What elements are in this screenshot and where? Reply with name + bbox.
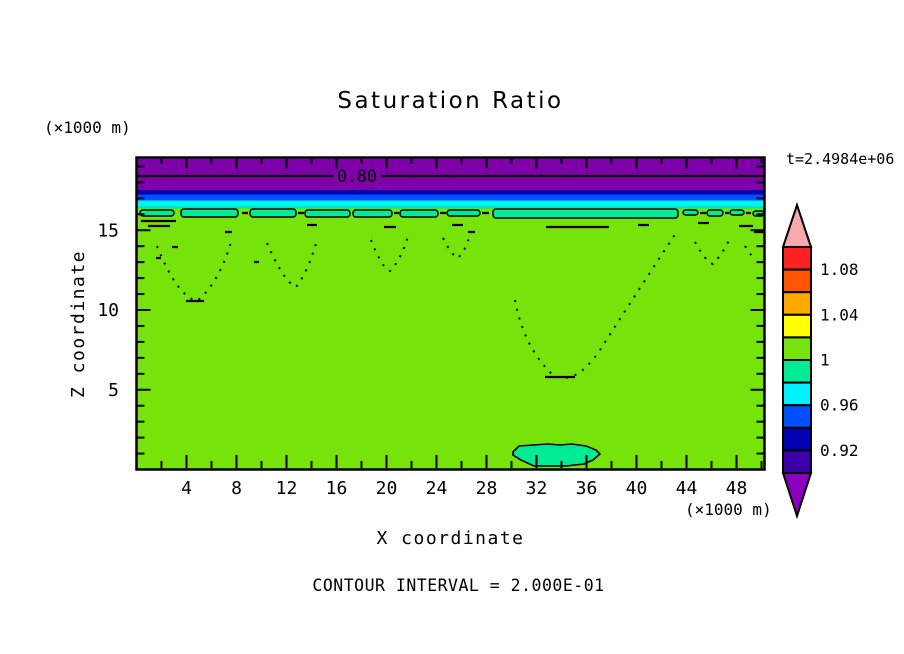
z-unit-label: (×1000 m) [44,118,131,137]
saturation-lens [352,209,393,218]
x-tick-label: 48 [726,478,748,499]
dotted-v-1 [156,241,232,303]
x-tick-label: 16 [326,478,348,499]
contour-label-080: 0.80 [337,167,377,186]
band-spring-green [137,206,764,209]
colorbar-cell [782,246,812,271]
colorbar-tick-label: 1.08 [820,260,859,279]
z-tick-label: 5 [108,380,119,401]
saturation-lens [706,209,724,217]
dotted-v-5 [694,237,731,266]
dotted-v-3 [370,235,409,273]
dotted-contours [156,232,758,379]
band-cyan [137,200,764,207]
saturation-lens [399,209,439,218]
contour-080: 0.80 [137,167,764,186]
saturation-lens [729,209,745,216]
band-below-range [137,158,764,190]
x-tick-label: 12 [276,478,298,499]
dotted-u-main [514,232,677,379]
x-tick-label: 8 [231,478,242,499]
contour-dashes [141,211,764,379]
saturation-lens [180,208,239,218]
plot-frame [135,156,766,471]
x-axis-title: X coordinate [376,528,525,549]
saturation-lenses [139,208,765,219]
saturation-lens [139,209,175,217]
x-tick-label: 24 [426,478,448,499]
colorbar-cell [782,336,812,361]
time-label: t=2.4984e+06 [786,150,895,168]
colorbar-cell [782,381,812,407]
colorbar-tick-label: 0.96 [820,396,859,415]
x-tick-label: 40 [626,478,648,499]
colorbar-cell [782,449,812,474]
colorbar-cell [782,291,812,316]
chart-title: Saturation Ratio [337,88,564,114]
x-unit-label: (×1000 m) [685,500,772,519]
colorbar-tick-label: 1 [820,351,830,370]
x-tick-label: 36 [576,478,598,499]
band-navy [137,190,764,195]
x-tick-label: 44 [676,478,698,499]
colorbar-cell [782,268,812,294]
saturation-lens [304,209,351,218]
colorbar-arrow-down [781,472,813,520]
stratigraphy-bands [137,158,764,209]
saturation-lens [492,208,679,219]
dotted-v-4 [442,233,471,260]
x-tick-label: 20 [376,478,398,499]
saturation-lens [682,209,699,216]
colorbar: 1.08 1.04 1 0.96 0.92 [781,201,859,520]
x-tick-label: 4 [181,478,192,499]
colorbar-tick-label: 0.92 [820,441,859,460]
colorbar-cell [782,313,812,339]
colorbar-cell [782,426,812,452]
z-tick-label: 15 [97,220,119,241]
x-tick-label: 32 [526,478,548,499]
colorbar-tick-label: 1.04 [820,305,859,324]
band-blue [137,194,764,201]
colorbar-arrow-up [781,201,813,248]
bottom-blob [512,443,602,467]
saturation-lens [249,208,297,218]
x-tick-label: 28 [476,478,498,499]
z-tick-label: 10 [97,300,119,321]
axis-ticks [137,158,764,468]
colorbar-cell [782,359,812,384]
colorbar-cell [782,404,812,429]
contour-interval-note: CONTOUR INTERVAL = 2.000E-01 [312,576,605,595]
saturation-lens [446,209,481,217]
